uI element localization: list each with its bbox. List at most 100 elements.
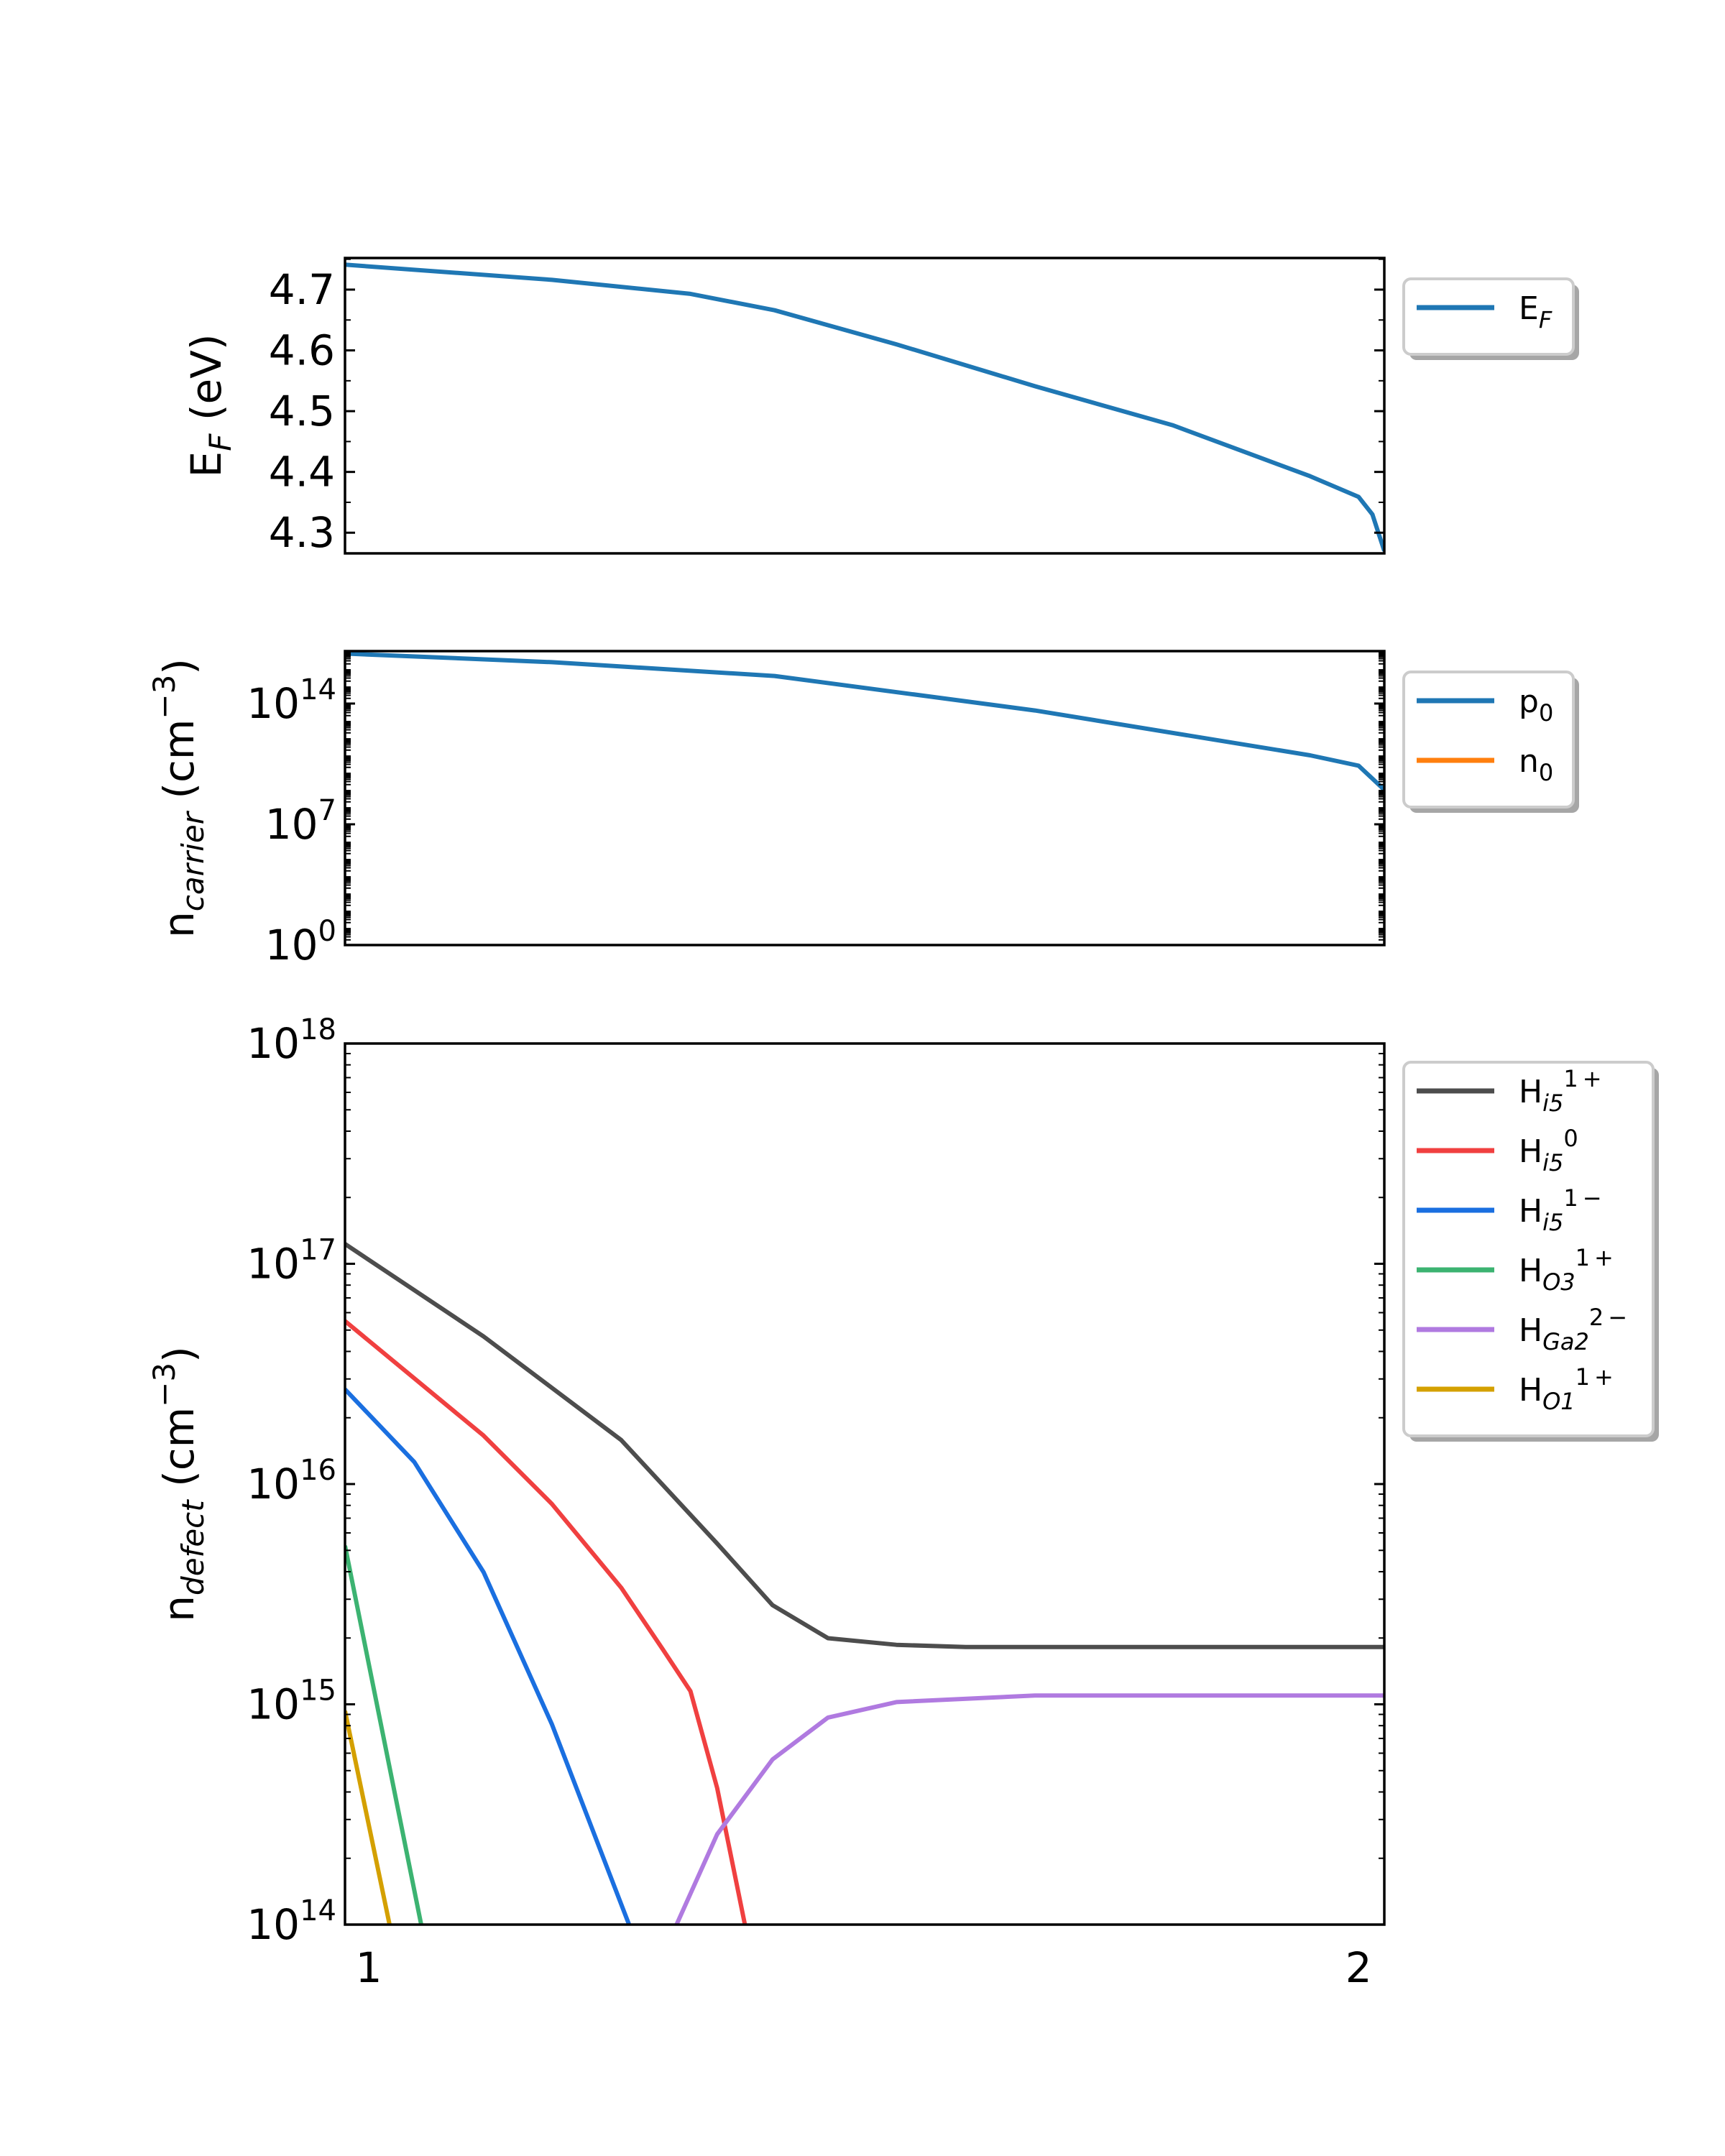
legend-subscript: Ga2 [1542, 1328, 1589, 1355]
series-line-1 [345, 1319, 748, 1925]
legend-subscript: 0 [1539, 759, 1553, 786]
y-tick-base: 10 [265, 800, 318, 849]
y-tick-label: 1015 [247, 1674, 336, 1729]
legend-box [1402, 277, 1575, 356]
y-tick-exponent: 14 [300, 673, 336, 706]
y-axis-label: ndefect (cm−3) [147, 1346, 211, 1621]
legend-superscript: 1+ [1576, 1244, 1618, 1271]
legend: EF [1402, 277, 1579, 360]
legend-label-2: Hi51− [1519, 1184, 1606, 1236]
legend-base: H [1519, 1074, 1542, 1110]
y-tick-label: 1018 [247, 1013, 336, 1068]
legend-base: H [1519, 1372, 1542, 1409]
y-tick-label: 4.3 [269, 508, 335, 557]
y-tick-label: 4.4 [269, 448, 335, 497]
legend-label-1: n0 [1519, 743, 1553, 786]
legend-label-0: EF [1519, 290, 1552, 333]
legend-box [1402, 671, 1575, 808]
legend-base: p [1519, 683, 1539, 720]
y-tick-base: 10 [247, 1240, 300, 1289]
y-tick-label: 4.5 [269, 387, 335, 436]
axes-frame [344, 257, 1386, 555]
legend-superscript: 2− [1589, 1304, 1632, 1331]
y-tick-base: 10 [247, 1019, 300, 1068]
y-tick-base: 10 [247, 1460, 300, 1508]
y-label-subscript: carrier [175, 810, 211, 911]
y-tick-label: 1014 [247, 673, 336, 728]
y-tick-exponent: 14 [300, 1894, 336, 1927]
y-tick-label: 4.6 [269, 326, 335, 375]
legend-base: H [1519, 1253, 1542, 1289]
y-label-subscript: defect [175, 1499, 211, 1595]
y-tick-exponent: 7 [318, 794, 336, 827]
legend-label-3: HO31+ [1519, 1244, 1618, 1296]
y-label-exponent: −3 [147, 675, 182, 719]
legend-box [1402, 1061, 1655, 1437]
y-label-base: E [182, 451, 231, 478]
legend-label-1: Hi50 [1519, 1125, 1583, 1176]
y-tick-label: 1016 [247, 1454, 336, 1508]
legend-subscript: O1 [1542, 1388, 1576, 1415]
axes-frame [344, 1042, 1386, 1926]
y-tick-exponent: 16 [300, 1454, 336, 1487]
y-tick-exponent: 17 [300, 1234, 336, 1267]
legend-base: n [1519, 743, 1539, 780]
legend-subscript: O3 [1542, 1268, 1576, 1296]
y-label-close: ) [155, 658, 203, 675]
y-tick-label: 100 [265, 915, 336, 969]
legend-superscript: 1− [1563, 1184, 1606, 1212]
x-tick-label: 1 [356, 1943, 382, 1992]
y-tick-exponent: 0 [318, 915, 336, 948]
y-axis-label: ncarrier (cm−3) [147, 658, 211, 938]
series-line-3 [345, 1545, 423, 1925]
legend-subscript: F [1539, 306, 1552, 333]
y-label-unit: (cm [155, 1407, 203, 1500]
y-label-base: n [155, 1595, 203, 1622]
series-line-0 [345, 651, 1384, 792]
legend-base: H [1519, 1133, 1542, 1170]
legend-subscript: i5 [1542, 1089, 1563, 1117]
legend-label-4: HGa22− [1519, 1304, 1632, 1355]
panel-1: 4.34.44.54.64.7EF (eV)EF [182, 257, 1579, 557]
y-label-subscript: F [203, 433, 238, 451]
y-label-exponent: −3 [147, 1363, 182, 1407]
series-line-0 [345, 1242, 1384, 1649]
y-tick-base: 10 [247, 679, 300, 728]
legend-base: H [1519, 1312, 1542, 1349]
series-line-5 [345, 1710, 392, 1925]
legend-base: H [1519, 1193, 1542, 1230]
legend-label-0: p0 [1519, 683, 1553, 727]
y-tick-label: 1014 [247, 1894, 336, 1949]
x-tick-label: 2 [1346, 1943, 1372, 1992]
legend-subscript: i5 [1542, 1209, 1563, 1236]
series-line-4 [674, 1693, 1384, 1925]
legend-superscript: 1+ [1576, 1363, 1618, 1391]
y-tick-label: 1017 [247, 1234, 336, 1289]
legend-base: E [1519, 290, 1539, 327]
y-axis-label: EF (eV) [182, 334, 238, 478]
legend-subscript: i5 [1542, 1149, 1563, 1176]
y-tick-label: 4.7 [269, 265, 335, 314]
y-tick-base: 10 [247, 1900, 300, 1949]
legend-superscript: 0 [1563, 1125, 1582, 1152]
y-label-close: ) [155, 1346, 203, 1363]
y-label-unit: (eV) [182, 334, 231, 434]
legend-label-0: Hi51+ [1519, 1065, 1606, 1117]
y-tick-base: 10 [265, 921, 318, 969]
y-label-base: n [155, 911, 203, 938]
legend-subscript: 0 [1539, 699, 1553, 727]
y-tick-label: 107 [265, 794, 336, 849]
y-tick-exponent: 15 [300, 1674, 336, 1708]
y-label-unit: (cm [155, 719, 203, 812]
y-tick-base: 10 [247, 1680, 300, 1729]
legend-label-5: HO11+ [1519, 1363, 1618, 1415]
axes-frame [344, 650, 1386, 946]
legend-superscript: 1+ [1563, 1065, 1606, 1092]
y-tick-exponent: 18 [300, 1013, 336, 1046]
series-line-0 [345, 262, 1384, 552]
series-line-2 [345, 1388, 631, 1925]
